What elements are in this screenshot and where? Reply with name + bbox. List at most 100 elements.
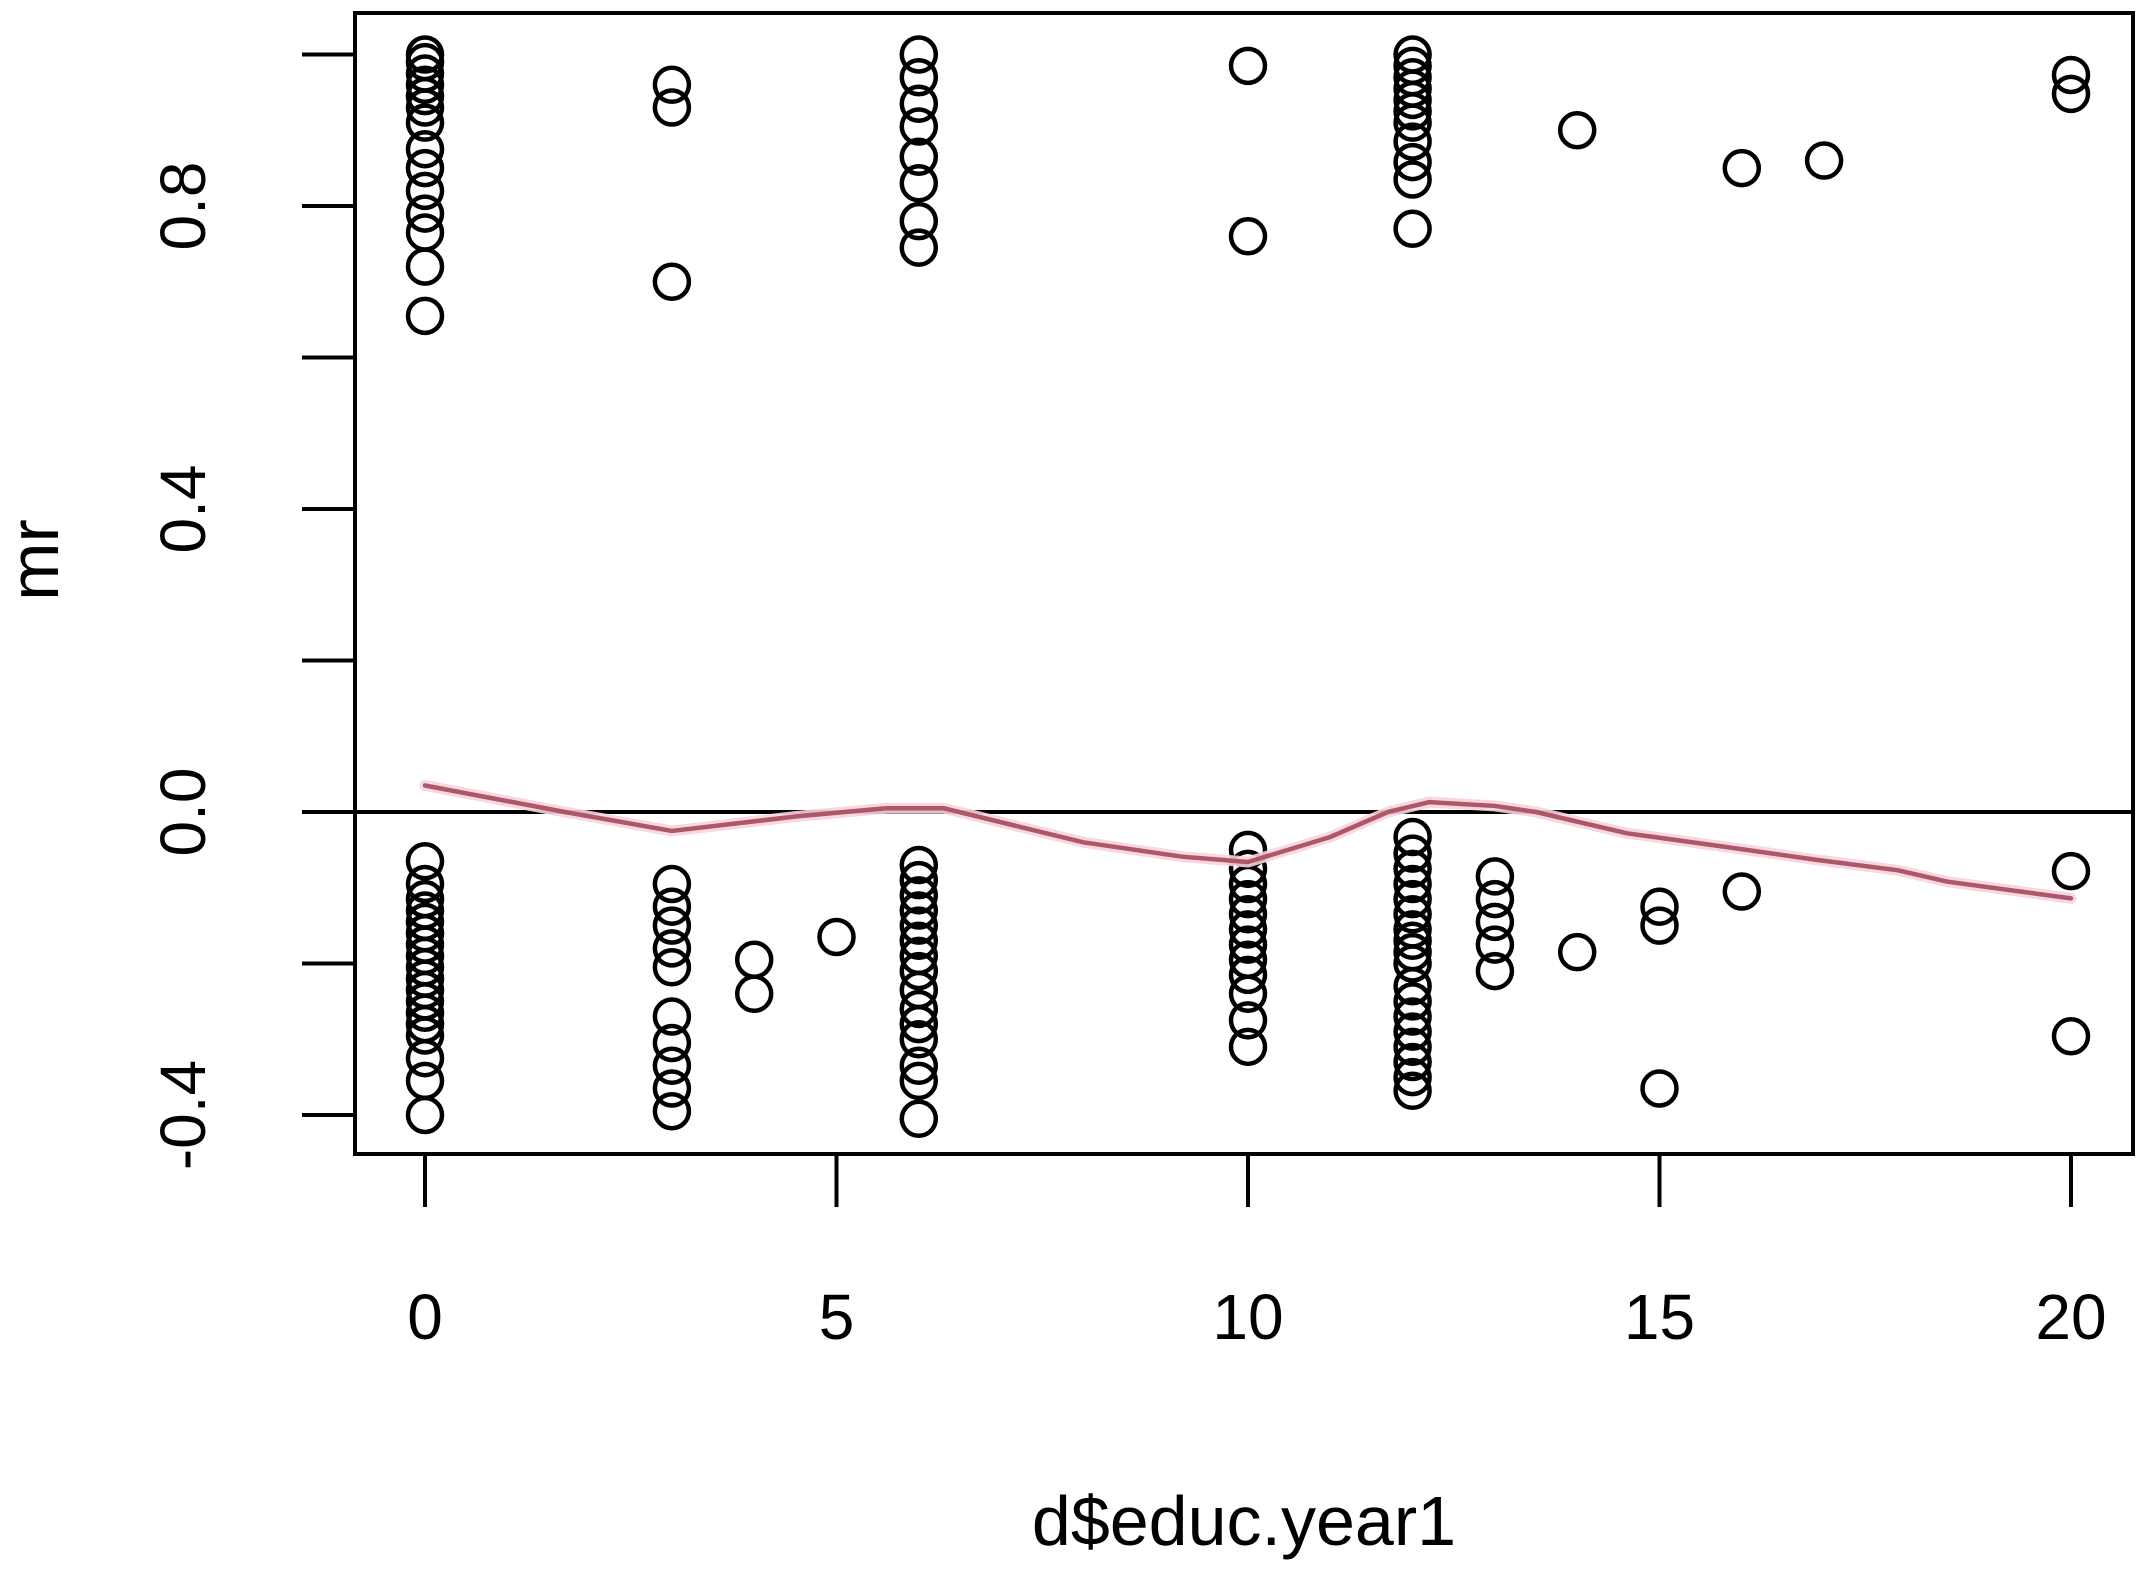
data-point	[652, 1046, 692, 1086]
data-point	[405, 841, 445, 881]
data-point	[1393, 103, 1432, 142]
data-point	[405, 65, 445, 105]
data-point	[1393, 944, 1432, 983]
data-point	[1228, 879, 1268, 919]
data-point	[1393, 142, 1432, 182]
plot-frame	[353, 11, 2135, 1156]
data-point	[405, 129, 445, 169]
data-point	[899, 1061, 939, 1101]
data-point	[817, 917, 856, 957]
data-point	[405, 103, 445, 142]
data-point	[899, 891, 939, 930]
data-point	[899, 228, 939, 267]
x-tick-label: 20	[2035, 1281, 2106, 1353]
data-point	[1393, 122, 1432, 161]
data-point	[1228, 217, 1268, 256]
data-point	[899, 137, 939, 177]
data-point	[1228, 849, 1268, 889]
data-point	[1393, 997, 1432, 1036]
data-point	[1393, 160, 1432, 199]
data-point	[1393, 1071, 1432, 1111]
data-point	[899, 876, 939, 915]
y-tick-label: 0.4	[147, 465, 219, 554]
data-point	[1393, 1042, 1432, 1082]
data-point	[1804, 141, 1844, 180]
data-point	[2051, 851, 2091, 891]
data-point	[1393, 1027, 1432, 1067]
data-point	[734, 974, 774, 1014]
data-point	[899, 1099, 939, 1139]
data-point	[1393, 879, 1432, 919]
data-point	[652, 88, 692, 127]
data-point	[1475, 925, 1515, 964]
data-point	[652, 1023, 692, 1063]
data-point	[899, 951, 939, 991]
data-point	[1393, 849, 1432, 889]
data-point	[405, 1038, 445, 1078]
data-point	[2051, 1016, 2091, 1056]
data-point	[1475, 902, 1515, 942]
data-point	[652, 929, 692, 968]
data-point	[652, 864, 692, 904]
data-point	[652, 887, 692, 926]
data-point	[899, 201, 939, 241]
data-point	[405, 247, 445, 286]
x-axis-title: d$educ.year1	[1032, 1482, 1456, 1560]
data-point	[1228, 910, 1268, 949]
data-point	[899, 1020, 939, 1059]
x-tick-label: 0	[407, 1281, 443, 1353]
y-tick-label: 0.0	[147, 768, 219, 857]
data-point	[1722, 148, 1762, 188]
data-point	[899, 84, 939, 123]
data-point	[1393, 1012, 1432, 1051]
data-point	[1228, 925, 1268, 964]
data-point	[652, 948, 692, 987]
data-point	[1557, 111, 1597, 150]
data-point	[899, 107, 939, 146]
data-point	[1393, 982, 1432, 1021]
data-point	[652, 1091, 692, 1131]
data-point	[1475, 879, 1515, 919]
data-point	[899, 921, 939, 961]
data-point	[405, 76, 445, 116]
y-tick-label: 0.8	[147, 162, 219, 251]
data-point	[405, 1061, 445, 1101]
data-point	[734, 940, 774, 979]
data-point	[1228, 1027, 1268, 1067]
data-point	[2051, 74, 2091, 114]
data-point	[405, 993, 445, 1032]
x-tick-label: 5	[819, 1281, 855, 1353]
data-point	[405, 148, 445, 188]
data-point	[1475, 857, 1515, 896]
data-point	[899, 1004, 939, 1044]
data-point	[899, 906, 939, 945]
data-point	[1557, 932, 1597, 972]
data-point	[1640, 887, 1679, 926]
data-point	[1393, 895, 1432, 934]
data-point	[1228, 895, 1268, 934]
data-point	[1640, 906, 1679, 945]
data-point	[652, 997, 692, 1036]
data-point	[1393, 966, 1432, 1006]
data-point	[1393, 921, 1432, 961]
data-point	[1393, 209, 1432, 248]
data-point	[1393, 92, 1432, 131]
data-point	[899, 57, 939, 97]
data-point	[405, 194, 445, 233]
data-point	[652, 262, 692, 301]
data-point	[1640, 1069, 1679, 1108]
x-tick-label: 15	[1624, 1281, 1695, 1353]
y-axis-title: mr	[0, 519, 73, 601]
data-point	[405, 1095, 445, 1135]
data-point	[405, 296, 445, 336]
data-point	[652, 1069, 692, 1108]
data-point	[1228, 955, 1268, 995]
data-point	[1475, 951, 1515, 991]
data-point	[899, 164, 939, 203]
data-point	[899, 989, 939, 1029]
data-point	[1228, 46, 1268, 86]
data-point	[405, 864, 445, 904]
data-point	[405, 1016, 445, 1055]
